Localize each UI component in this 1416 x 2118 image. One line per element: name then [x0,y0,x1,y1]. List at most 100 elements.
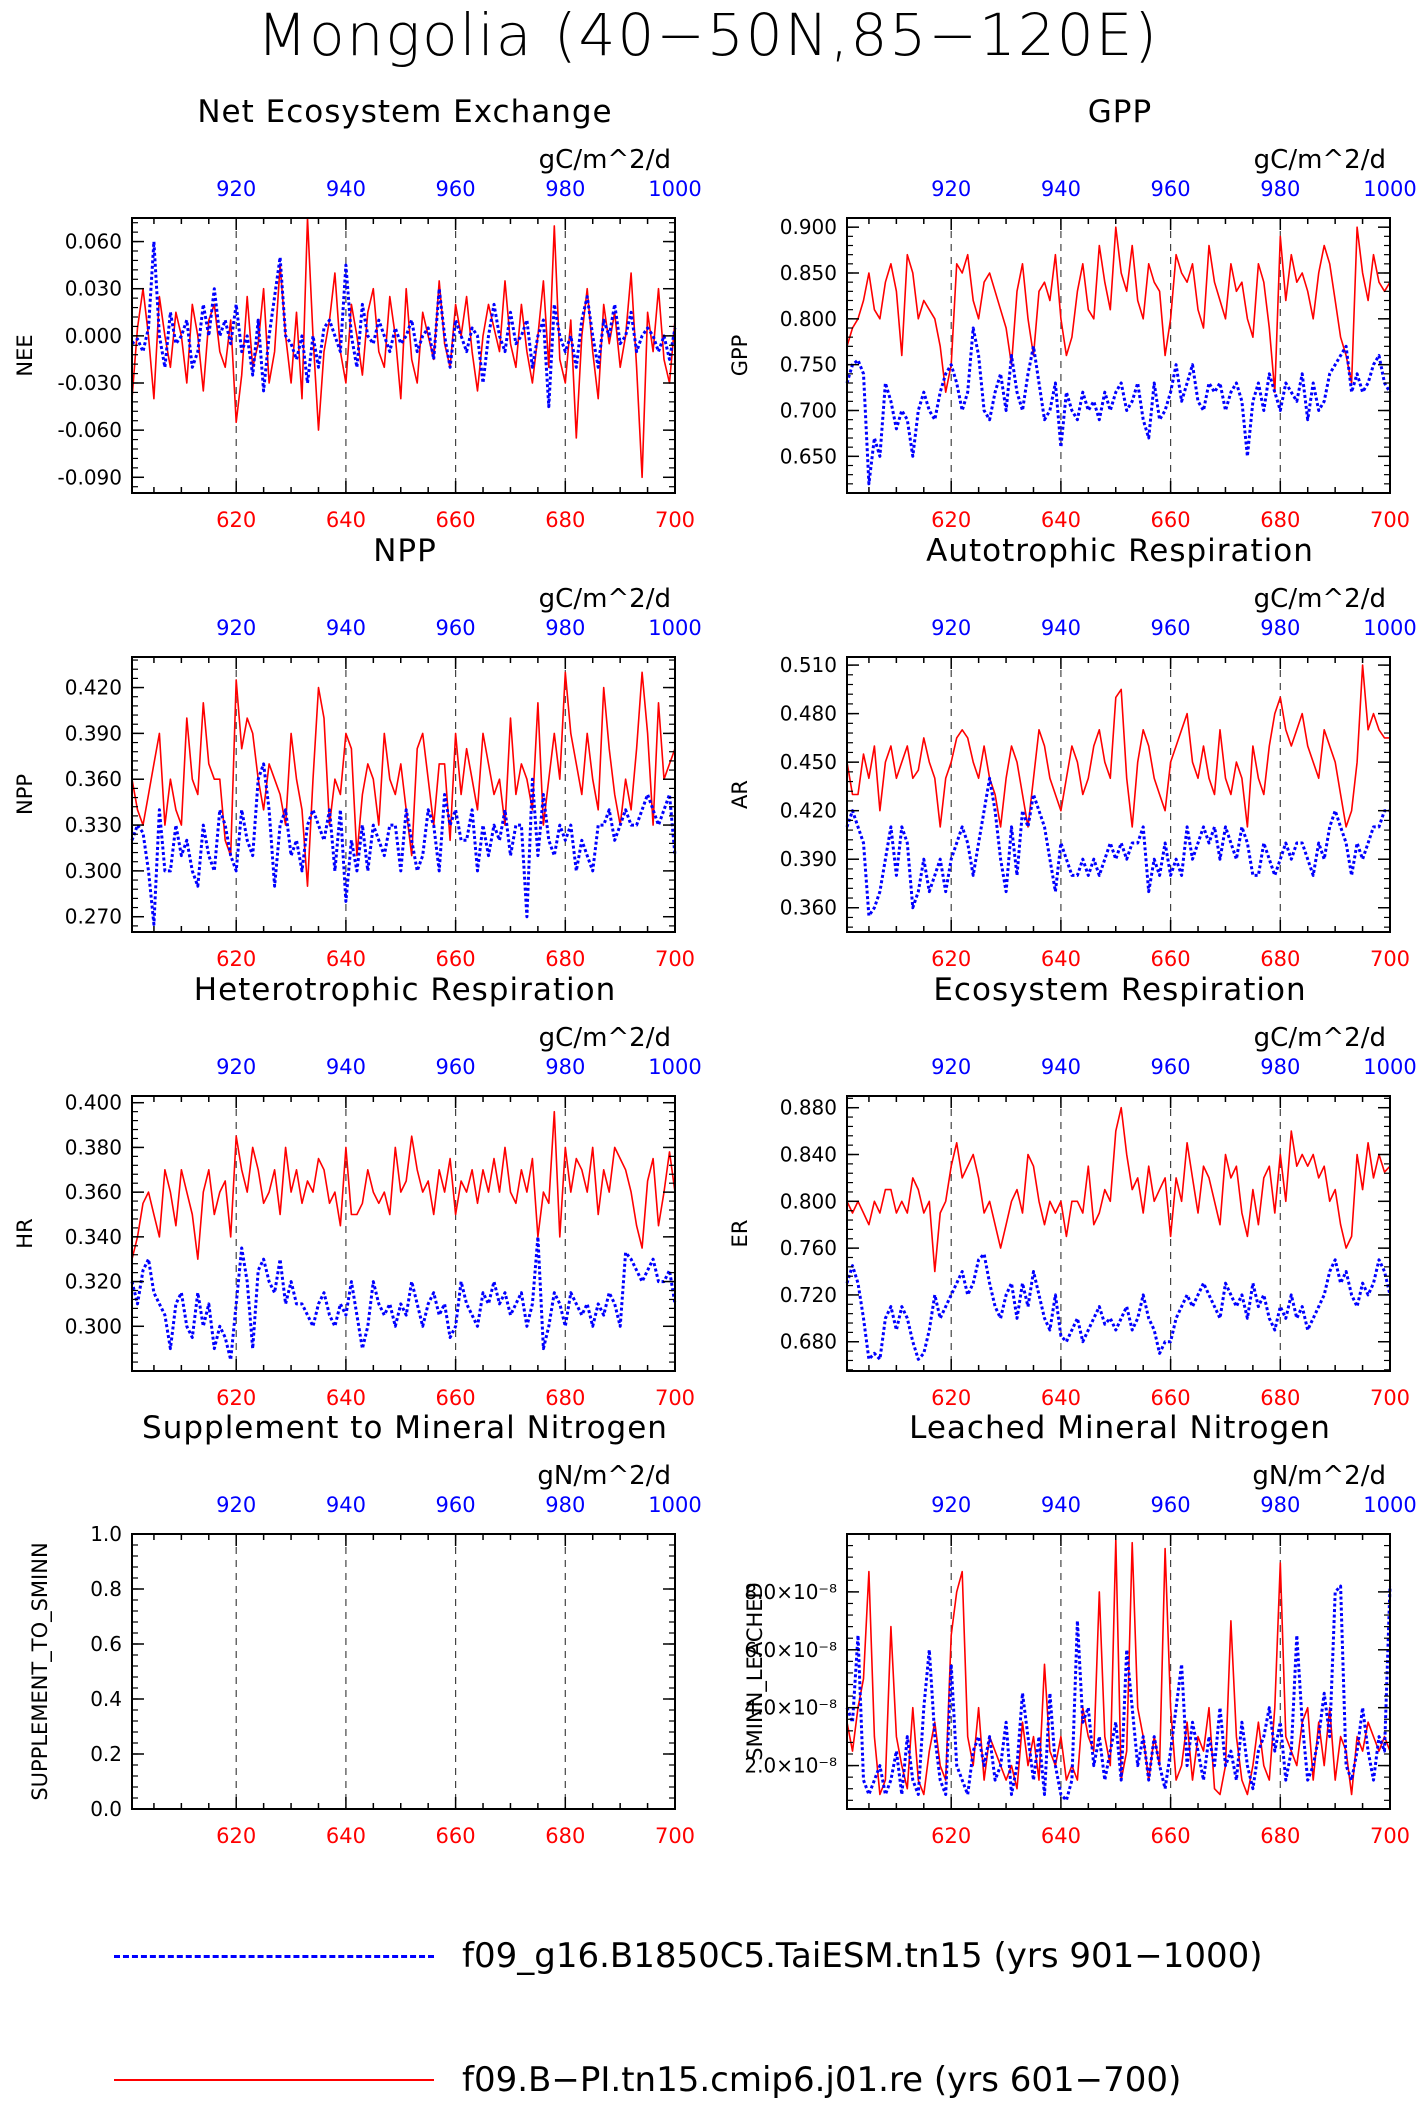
y-tick-label: 0.360 [65,767,122,791]
series-line-red [131,1110,676,1260]
y-tick-label: 8.0×10⁻⁸ [744,1580,837,1604]
page-title: Mongolia (40−50N,85−120E) [257,1,1159,69]
chart-panel-4: Autotrophic Respiration gC/m^2/d 620 640 660… [728,533,1416,971]
x-tick-label: 620 [931,947,971,971]
top-x-tick-label: 960 [436,616,476,640]
series-line-blue [845,1252,1392,1361]
x-tick-label: 620 [216,947,256,971]
top-x-tick-label: 960 [1151,1055,1191,1079]
x-tick-label: 640 [1041,508,1081,532]
x-tick-label: 640 [1041,1824,1081,1848]
plot-frame [846,217,1391,494]
y-tick-label: 0.300 [65,1314,122,1338]
top-x-tick-label: 980 [1260,177,1300,201]
legend-entry-red: f09.B−PI.tn15.cmip6.j01.re (yrs 601−700) [110,2058,1360,2102]
y-tick-label: 0.0 [90,1797,122,1821]
top-x-tick-label: 920 [216,1055,256,1079]
y-tick-label: 0.480 [780,702,837,726]
y-tick-label: 0.6 [90,1632,122,1656]
chart-panel-5: Heterotrophic Respiration gC/m^2/d 620 640 6… [13,972,702,1410]
y-tick-label: -0.030 [58,371,122,395]
x-tick-label: 700 [655,947,695,971]
x-tick-label: 680 [545,947,585,971]
y-tick-label: 2.0×10⁻⁸ [744,1754,837,1778]
chart-units: gN/m^2/d [1252,1461,1386,1491]
series-line-red [131,217,676,479]
top-x-tick-label: 960 [436,1493,476,1517]
x-tick-label: 700 [655,1386,695,1410]
top-x-tick-label: 960 [1151,1493,1191,1517]
chart-panel-7: Supplement to Mineral Nitrogen gN/m^2/d 62… [28,1410,702,1848]
top-x-tick-label: 920 [216,177,256,201]
top-x-tick-label: 920 [931,177,971,201]
series-line-blue [845,1584,1392,1802]
chart-units: gC/m^2/d [1254,584,1386,614]
y-tick-label: 0.760 [780,1236,837,1260]
top-x-tick-label: 1000 [1363,177,1416,201]
y-tick-label: 4.0×10⁻⁸ [744,1696,837,1720]
top-x-tick-label: 940 [1041,177,1081,201]
legend-label-blue: f09_g16.B1850C5.TaiESM.tn15 (yrs 901−100… [462,1936,1263,1976]
top-x-tick-label: 960 [1151,616,1191,640]
top-x-tick-label: 940 [326,177,366,201]
chart-title: Ecosystem Respiration [933,972,1306,1008]
chart-units: gC/m^2/d [1254,1023,1386,1053]
y-tick-label: 0.380 [65,1135,122,1159]
x-tick-label: 680 [1260,1824,1300,1848]
plot-frame [846,1095,1391,1372]
x-tick-label: 660 [1151,1824,1191,1848]
chart-panel-3: NPP gC/m^2/d 620 640 660 680 700 920 940 960 980 10… [13,533,702,971]
x-tick-label: 680 [1260,1386,1300,1410]
chart-title: Supplement to Mineral Nitrogen [142,1410,668,1446]
top-x-tick-label: 940 [326,1493,366,1517]
top-x-tick-label: 940 [1041,1493,1081,1517]
series-line-blue [130,762,677,926]
top-x-tick-label: 960 [1151,177,1191,201]
top-x-tick-label: 920 [216,616,256,640]
series-line-blue [845,326,1392,486]
top-x-tick-label: 1000 [648,177,701,201]
y-tick-label: 0.850 [780,261,837,285]
x-tick-label: 680 [545,508,585,532]
x-tick-label: 620 [931,508,971,532]
x-tick-label: 700 [1370,508,1410,532]
x-tick-label: 620 [216,1824,256,1848]
chart-units: gC/m^2/d [539,1023,671,1053]
series-line-red [846,1539,1391,1796]
x-tick-label: 700 [1370,1386,1410,1410]
plot-frame [131,1095,676,1372]
x-tick-label: 660 [1151,508,1191,532]
x-tick-label: 680 [545,1824,585,1848]
x-tick-label: 620 [931,1386,971,1410]
x-tick-label: 620 [931,1824,971,1848]
series-line-red [846,1106,1391,1273]
y-axis-label: NPP [13,774,37,815]
y-axis-label: SUPPLEMENT_TO_SMINN [28,1542,53,1800]
y-tick-label: 0.360 [780,896,837,920]
chart-title: Heterotrophic Respiration [194,972,616,1008]
y-tick-label: 0.360 [65,1180,122,1204]
y-axis-label: HR [13,1218,37,1248]
top-x-tick-label: 980 [545,1055,585,1079]
y-tick-label: 0.750 [780,353,837,377]
x-tick-label: 640 [326,1386,366,1410]
y-tick-label: 0.390 [65,721,122,745]
x-tick-label: 680 [545,1386,585,1410]
top-x-tick-label: 1000 [1363,1493,1416,1517]
y-tick-label: 1.0 [90,1522,122,1546]
series-line-red [846,664,1390,828]
legend-label-red: f09.B−PI.tn15.cmip6.j01.re (yrs 601−700) [462,2060,1182,2100]
x-tick-label: 660 [436,508,476,532]
series-line-blue [131,240,677,409]
y-tick-label: 0.000 [65,324,122,348]
top-x-tick-label: 960 [436,1055,476,1079]
plot-frame [846,1533,1391,1810]
x-tick-label: 640 [1041,947,1081,971]
y-tick-label: 0.840 [780,1143,837,1167]
chart-units: gC/m^2/d [1254,145,1386,175]
top-x-tick-label: 940 [326,1055,366,1079]
top-x-tick-label: 1000 [1363,1055,1416,1079]
top-x-tick-label: 980 [1260,1055,1300,1079]
x-tick-label: 660 [436,1386,476,1410]
chart-units: gC/m^2/d [539,145,671,175]
